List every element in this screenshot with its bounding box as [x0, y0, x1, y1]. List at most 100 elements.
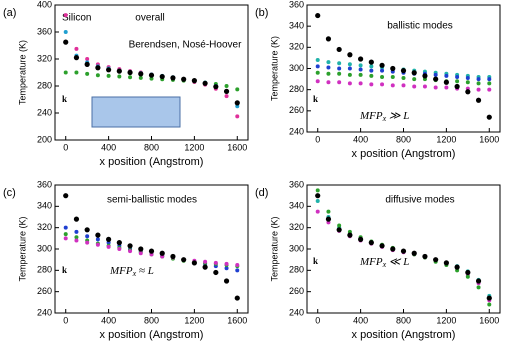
x-tick-label: 0 — [63, 142, 68, 152]
data-point — [235, 114, 240, 119]
data-point — [116, 240, 122, 246]
x-tick-label: 400 — [353, 315, 368, 325]
y-tick-label: 260 — [37, 286, 52, 296]
data-point — [85, 57, 90, 61]
data-point — [369, 64, 374, 69]
data-point — [315, 199, 320, 203]
data-point — [390, 65, 396, 72]
data-point — [400, 68, 407, 74]
data-point — [422, 73, 428, 79]
math-base: MFP — [359, 110, 383, 122]
data-point — [433, 76, 439, 82]
data-point — [181, 257, 187, 263]
mode-condition: MFPx ≫ L — [359, 110, 409, 123]
data-point — [106, 67, 112, 73]
data-point — [315, 209, 320, 214]
data-point — [235, 87, 240, 92]
data-point — [401, 83, 406, 88]
data-point — [487, 87, 492, 92]
data-point — [85, 71, 90, 76]
data-point — [106, 236, 112, 242]
y-tick-label: 260 — [289, 105, 304, 115]
data-point — [148, 248, 155, 254]
k-label: k — [62, 265, 67, 275]
data-point — [487, 302, 492, 307]
x-tick-label: 0 — [315, 134, 320, 144]
data-point — [380, 74, 385, 79]
data-point — [84, 61, 90, 67]
data-point — [95, 65, 101, 71]
data-point — [223, 278, 230, 284]
data-point — [106, 73, 111, 78]
y-axis-label: Temperature (K) — [17, 40, 27, 105]
data-point — [74, 70, 79, 75]
data-point — [358, 236, 364, 242]
data-point — [347, 72, 352, 77]
x-tick-label: 1200 — [436, 315, 456, 325]
data-point — [390, 246, 396, 252]
inset-schematic — [91, 96, 181, 128]
data-point — [443, 79, 449, 85]
data-point — [454, 83, 460, 90]
data-point — [465, 89, 471, 95]
data-point — [379, 62, 385, 68]
data-point — [390, 74, 395, 79]
data-point — [358, 63, 363, 68]
data-point — [411, 70, 417, 76]
data-point — [444, 85, 449, 90]
data-point — [476, 77, 481, 82]
data-point — [487, 77, 492, 82]
math-rest: ≫ L — [386, 110, 409, 122]
data-point — [234, 100, 240, 106]
data-point — [224, 266, 229, 271]
data-point — [476, 285, 481, 290]
data-point — [181, 76, 187, 82]
data-point — [63, 70, 68, 75]
data-point — [369, 82, 374, 87]
panel-label: (a) — [3, 7, 16, 19]
data-point — [368, 59, 374, 65]
data-point — [63, 225, 68, 230]
data-point — [117, 74, 122, 79]
data-point — [422, 253, 428, 260]
x-tick-label: 1600 — [227, 142, 247, 152]
data-point — [106, 244, 111, 249]
y-tick-label: 320 — [37, 53, 52, 63]
x-tick-label: 800 — [396, 315, 411, 325]
data-point — [85, 234, 90, 239]
data-point — [400, 248, 407, 254]
data-point — [202, 80, 208, 86]
data-point — [95, 232, 101, 238]
x-tick-label: 1200 — [184, 315, 204, 325]
annotation: diffusive modes — [385, 195, 454, 206]
data-point — [74, 238, 79, 243]
data-point — [475, 97, 482, 103]
data-point — [202, 264, 208, 270]
math-base: MFP — [109, 265, 133, 277]
math-rest: ≈ L — [136, 265, 154, 277]
y-tick-label: 320 — [37, 222, 52, 232]
data-point — [95, 237, 100, 242]
x-tick-label: 1200 — [436, 134, 456, 144]
data-point — [347, 232, 353, 238]
data-point — [443, 260, 449, 266]
x-tick-label: 800 — [144, 315, 159, 325]
data-point — [74, 229, 79, 234]
y-tick-label: 280 — [289, 84, 304, 94]
data-point — [203, 259, 208, 264]
data-point — [454, 264, 460, 270]
math-rest: ≪ L — [386, 256, 409, 268]
x-tick-label: 1600 — [479, 134, 499, 144]
data-point — [191, 260, 197, 266]
data-point — [486, 114, 492, 120]
y-tick-label: 240 — [289, 307, 304, 317]
data-point — [337, 71, 342, 76]
data-point — [455, 79, 460, 84]
annotation: ballistic modes — [387, 21, 453, 32]
x-tick-label: 1600 — [227, 315, 247, 325]
annotation: Silicon — [62, 13, 91, 24]
y-tick-label: 240 — [37, 307, 52, 317]
x-tick-label: 400 — [101, 315, 116, 325]
data-point — [148, 72, 155, 78]
